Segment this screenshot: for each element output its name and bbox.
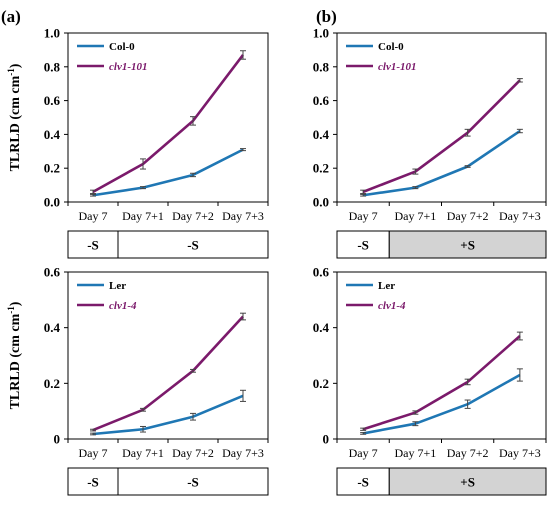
legend-label: clv1-101 [378, 61, 416, 73]
plot-frame [67, 271, 269, 440]
x-tick-label: Day 7+1 [394, 209, 436, 223]
treatment-label: -S [187, 475, 199, 490]
chart-panel: 0.0 0.2 0.4 0.6 0.8 1.0 Day 7 Day 7+1 Day 7+2 Day… [6, 26, 269, 259]
y-tick-label: 1.0 [44, 26, 60, 41]
treatment-label: +S [460, 238, 475, 253]
y-tick-label: 0.2 [44, 376, 60, 391]
series-line [362, 335, 521, 431]
series-line [362, 373, 521, 435]
legend-label: clv1-4 [109, 300, 137, 312]
x-tick-label: Day 7 [349, 446, 378, 460]
legend-label: clv1-101 [109, 61, 147, 73]
treatment-cell [336, 467, 390, 496]
y-tick-label: 0.4 [313, 320, 330, 335]
x-tick-label: Day 7 [349, 209, 378, 223]
x-tick-label: Day 7+2 [172, 209, 214, 223]
x-tick-label: Day 7+3 [499, 209, 541, 223]
legend-label: clv1-4 [378, 300, 406, 312]
y-tick-label: 1.0 [313, 26, 329, 41]
y-tick-label: 0.8 [313, 59, 330, 74]
x-tick-label: Day 7 [79, 446, 108, 460]
legend-label: Col-0 [378, 41, 404, 53]
legend-label: Ler [109, 280, 126, 292]
x-tick-label: Day 7+1 [394, 446, 436, 460]
y-tick-label: 0.6 [313, 93, 330, 108]
y-tick-label: 0.2 [313, 161, 329, 176]
series-line [92, 394, 244, 436]
y-tick-label: 0.6 [313, 265, 330, 280]
y-tick-label: 0.6 [44, 93, 61, 108]
x-tick-label: Day 7+2 [172, 446, 214, 460]
treatment-cell [67, 467, 119, 496]
treatment-cell [67, 230, 119, 259]
treatment-label: -S [357, 238, 369, 253]
chart-panel: 0 0.2 0.4 0.6 Day 7 Day 7+1 Day 7+2 Day 7+3 TLRL… [6, 265, 269, 496]
series-line [92, 54, 245, 193]
treatment-label: -S [187, 238, 199, 253]
x-tick-label: Day 7+2 [447, 209, 489, 223]
y-axis-label: TLRLD (cm cm-1) [6, 63, 23, 171]
y-tick-label: 0.4 [313, 127, 330, 142]
treatment-cell [388, 467, 547, 496]
plot-frame [67, 32, 269, 203]
panel-label: (a) [1, 7, 21, 26]
treatment-label: +S [460, 475, 475, 490]
x-tick-label: Day 7+1 [122, 209, 164, 223]
chart-panel: 0.0 0.2 0.4 0.6 0.8 1.0 Day 7 Day 7+1 Day 7+2 Day… [313, 26, 547, 259]
y-tick-label: 0 [54, 432, 61, 447]
y-tick-label: 0.8 [44, 59, 61, 74]
series-line [92, 315, 244, 432]
series-line [362, 129, 521, 197]
x-tick-label: Day 7+3 [499, 446, 541, 460]
treatment-label: -S [87, 238, 99, 253]
chart-panel: 0 0.2 0.4 0.6 Day 7 Day 7+1 Day 7+2 Day 7+3 Ler c… [313, 265, 547, 496]
x-tick-label: Day 7+3 [222, 446, 264, 460]
series-line [92, 148, 244, 197]
y-tick-label: 0.4 [44, 127, 61, 142]
panel-label: (b) [316, 7, 337, 26]
y-tick-label: 0.0 [44, 195, 60, 210]
y-axis-label: TLRLD (cm cm-1) [6, 301, 23, 409]
x-tick-label: Day 7 [79, 209, 108, 223]
treatment-cell [117, 230, 269, 259]
treatment-cell [117, 467, 269, 496]
legend-label: Ler [378, 280, 395, 292]
treatment-cell [388, 230, 547, 259]
y-tick-label: 0.6 [44, 265, 61, 280]
series-line [362, 79, 521, 194]
y-tick-label: 0.0 [313, 195, 329, 210]
treatment-label: -S [87, 475, 99, 490]
y-tick-label: 0.4 [44, 320, 61, 335]
x-tick-label: Day 7+3 [222, 209, 264, 223]
legend-label: Col-0 [109, 41, 135, 53]
x-tick-label: Day 7+2 [447, 446, 489, 460]
x-tick-label: Day 7+1 [122, 446, 164, 460]
y-tick-label: 0 [323, 432, 330, 447]
y-tick-label: 0.2 [313, 376, 329, 391]
treatment-label: -S [357, 475, 369, 490]
y-tick-label: 0.2 [44, 161, 60, 176]
